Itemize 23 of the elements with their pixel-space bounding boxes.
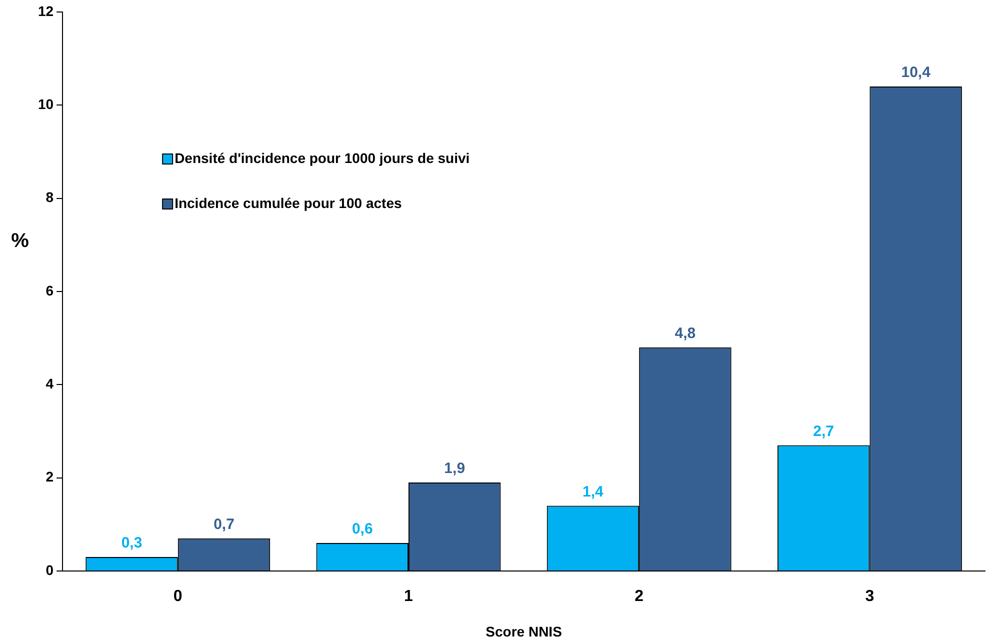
data-label: 1,4 (582, 483, 604, 500)
data-label: 2,7 (813, 422, 834, 440)
data-label: 1,9 (444, 460, 466, 478)
y-axis-title: % (11, 230, 30, 252)
x-tick-label: 1 (404, 588, 414, 606)
y-tick-label: 12 (38, 2, 54, 19)
legend-label: Incidence cumulée pour 100 actes (174, 194, 402, 211)
data-label: 0,6 (352, 520, 373, 538)
y-tick-label: 2 (46, 468, 54, 485)
x-tick-label: 0 (173, 588, 182, 606)
y-tick-label: 6 (46, 282, 54, 298)
data-label: 0,7 (214, 516, 234, 534)
y-tick-label: 8 (46, 189, 54, 206)
y-tick-label: 10 (38, 96, 54, 112)
x-tick-label: 2 (634, 588, 644, 606)
x-tick-label: 3 (865, 588, 874, 606)
data-label: 4,8 (674, 325, 696, 342)
x-axis-title: Score NNIS (486, 623, 562, 640)
y-tick-label: 4 (46, 376, 54, 392)
legend-label: Densité d'incidence pour 1000 jours de suivi (174, 150, 470, 166)
data-label: 0,3 (121, 534, 142, 552)
data-label: 10,4 (901, 64, 932, 82)
y-tick-label: 0 (46, 562, 54, 578)
